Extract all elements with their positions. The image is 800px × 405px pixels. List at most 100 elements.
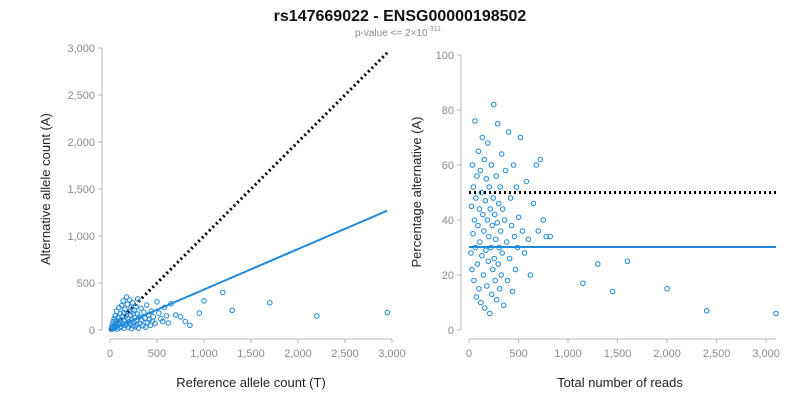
y-tick-label: 500 (77, 278, 95, 290)
data-point (502, 167, 509, 174)
x-tick-label: 2,000 (653, 348, 681, 360)
data-point (133, 303, 139, 310)
y-tick-label: 3,000 (67, 43, 95, 55)
x-tick-label: 1,500 (604, 348, 632, 360)
data-point (478, 189, 485, 196)
data-point (196, 310, 203, 316)
data-point (494, 219, 501, 226)
data-point (488, 291, 495, 298)
data-point (482, 197, 489, 204)
data-point (489, 266, 496, 273)
data-point (476, 206, 483, 212)
data-point (124, 301, 131, 307)
data-point (480, 211, 486, 218)
data-point (525, 236, 532, 243)
data-point (177, 314, 184, 320)
data-point (500, 302, 507, 309)
data-point (480, 272, 487, 278)
data-point (182, 318, 188, 325)
data-point (471, 277, 477, 284)
data-point (470, 230, 476, 237)
data-point (161, 304, 168, 311)
x-tick-label: 3,000 (378, 348, 406, 360)
data-point (484, 217, 491, 223)
data-point (473, 294, 480, 300)
data-point (487, 244, 494, 251)
y-tick-label: 2,000 (67, 137, 95, 149)
data-point (187, 322, 193, 329)
y-tick-label: 1,500 (67, 184, 95, 196)
x-tick-label: 1,000 (190, 348, 218, 360)
subtitle-base: 10 (416, 28, 428, 39)
data-point (477, 167, 484, 174)
reference-line (108, 51, 389, 332)
chart-subtitle: p-value <= 2×10-311 (355, 26, 441, 39)
fit-line (109, 209, 388, 331)
data-point (493, 173, 500, 179)
data-point (483, 247, 489, 254)
data-point (580, 280, 586, 287)
data-point (491, 255, 498, 262)
data-point (475, 222, 481, 229)
data-point (140, 322, 146, 329)
data-point (479, 134, 486, 141)
data-point (499, 206, 506, 212)
data-point (504, 277, 511, 284)
data-point (472, 118, 478, 124)
data-point (469, 266, 475, 273)
data-point (490, 195, 497, 201)
data-point (489, 222, 496, 229)
data-point (138, 305, 144, 312)
data-point (146, 316, 153, 323)
data-point (664, 285, 670, 292)
data-point (165, 320, 172, 326)
data-point (519, 228, 526, 234)
data-point (478, 299, 484, 306)
data-point (537, 156, 544, 163)
data-point (490, 101, 497, 108)
y-tick-label: 80 (442, 105, 454, 117)
data-point (486, 233, 492, 240)
data-point (533, 162, 540, 168)
data-point (220, 289, 226, 296)
data-point (473, 195, 479, 201)
y-tick-label: 20 (442, 270, 454, 282)
data-point (511, 233, 518, 240)
x-tick-label: 2,500 (331, 348, 359, 360)
data-point (495, 200, 502, 207)
data-point (475, 148, 482, 155)
data-point (515, 214, 522, 221)
data-point (168, 300, 174, 307)
data-point (491, 211, 498, 218)
data-point (493, 296, 500, 303)
data-point (469, 162, 476, 168)
data-point (133, 317, 140, 324)
data-point (476, 285, 482, 292)
data-point (499, 250, 505, 256)
data-point (497, 184, 503, 190)
data-point (513, 184, 520, 190)
data-point (471, 217, 478, 223)
data-point (494, 120, 501, 127)
data-point (143, 302, 150, 308)
data-point (530, 200, 537, 207)
data-point (129, 299, 136, 306)
data-point (468, 250, 474, 256)
data-point (543, 233, 550, 240)
data-point (141, 309, 147, 315)
x-tick-label: 1,500 (237, 348, 265, 360)
y-axis-title: Percentage alternative (A) (409, 116, 424, 267)
data-point (624, 258, 631, 265)
data-point (150, 314, 157, 320)
data-point (474, 261, 481, 267)
data-point (482, 305, 488, 311)
data-point (509, 288, 516, 295)
x-tick-label: 2,500 (703, 348, 731, 360)
data-point (498, 272, 504, 278)
data-point (497, 228, 504, 234)
y-tick-label: 100 (436, 50, 454, 62)
y-tick-label: 40 (442, 215, 454, 227)
data-point (517, 134, 524, 141)
x-tick-label: 2,000 (284, 348, 312, 360)
